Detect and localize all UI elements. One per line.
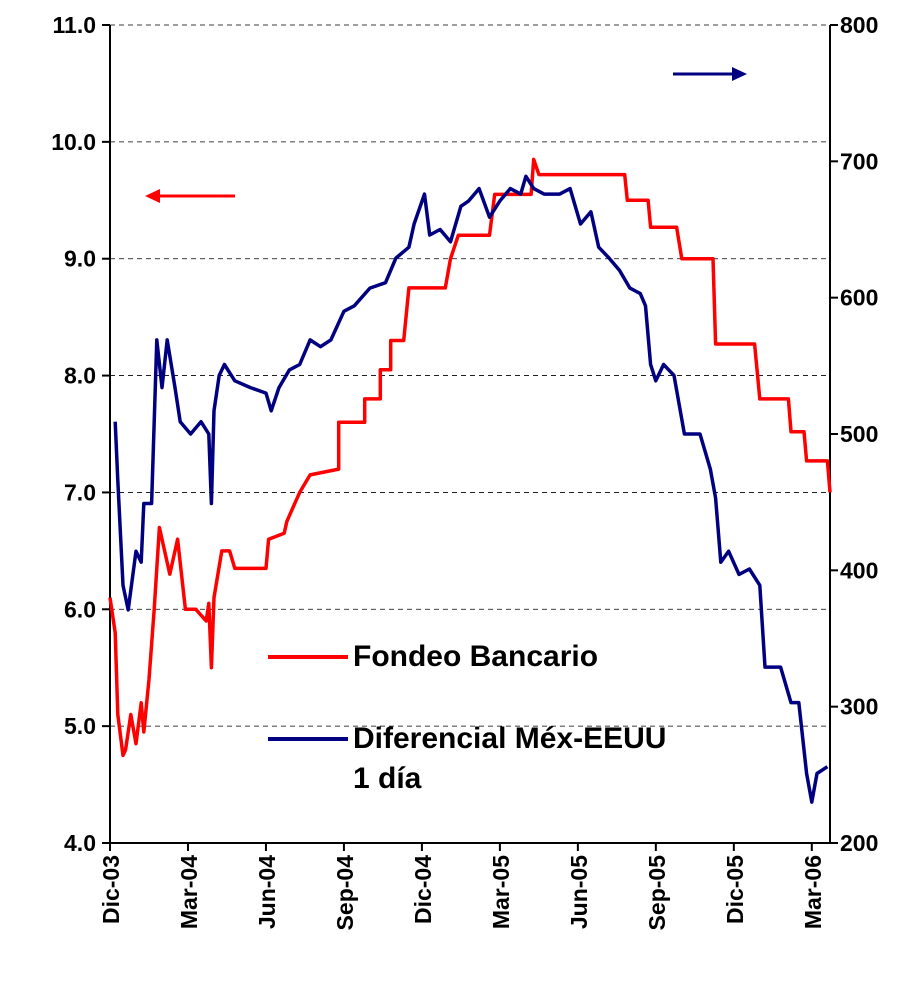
y-tick-label: 9.0 xyxy=(64,246,96,272)
y2-tick-label: 800 xyxy=(840,12,878,38)
x-tick-label: Jun-05 xyxy=(566,855,592,929)
legend-swatch xyxy=(268,655,348,659)
x-tick-label: Dic-05 xyxy=(722,855,748,924)
legend-swatch xyxy=(268,737,348,741)
x-tick-label: Sep-05 xyxy=(644,855,670,931)
y-tick-label: 6.0 xyxy=(64,596,96,622)
legend: Fondeo Bancario Diferencial Méx-EEUU 1 d… xyxy=(268,637,683,799)
y2-tick-label: 500 xyxy=(840,421,878,447)
y2-tick-label: 200 xyxy=(840,830,878,856)
x-tick-label: Mar-04 xyxy=(176,855,202,929)
x-tick-label: Sep-04 xyxy=(332,855,358,931)
y-tick-label: 4.0 xyxy=(64,830,96,856)
chart-root: 4.0 5.0 6.0 7.0 8.0 9.0 10.0 11.0 200 300 400 500 60… xyxy=(0,0,923,991)
y-tick-label: 10.0 xyxy=(51,129,96,155)
legend-label: Diferencial Méx-EEUU 1 día xyxy=(353,719,683,799)
x-tick-label: Jun-04 xyxy=(254,855,280,929)
chart: 4.0 5.0 6.0 7.0 8.0 9.0 10.0 11.0 200 300 400 500 60… xyxy=(0,0,923,991)
y2-tick-label: 300 xyxy=(840,694,878,720)
legend-item: Fondeo Bancario xyxy=(268,637,683,677)
arrow-right xyxy=(673,67,747,81)
y-tick-label: 11.0 xyxy=(53,12,97,38)
y-tick-label: 7.0 xyxy=(64,479,96,505)
y-tick-label: 8.0 xyxy=(64,363,96,389)
legend-label: Fondeo Bancario xyxy=(353,637,598,677)
y2-tick-label: 600 xyxy=(840,285,878,311)
x-tick-label: Dic-04 xyxy=(410,855,436,924)
y2-tick-label: 700 xyxy=(840,148,878,174)
y2-tick-label: 400 xyxy=(840,557,878,583)
x-tick-label: Dic-03 xyxy=(98,855,124,924)
arrow-left xyxy=(145,189,235,203)
legend-item: Diferencial Méx-EEUU 1 día xyxy=(268,719,683,799)
y-tick-label: 5.0 xyxy=(64,713,96,739)
x-tick-label: Mar-06 xyxy=(800,855,826,929)
x-tick-label: Mar-05 xyxy=(488,855,514,929)
